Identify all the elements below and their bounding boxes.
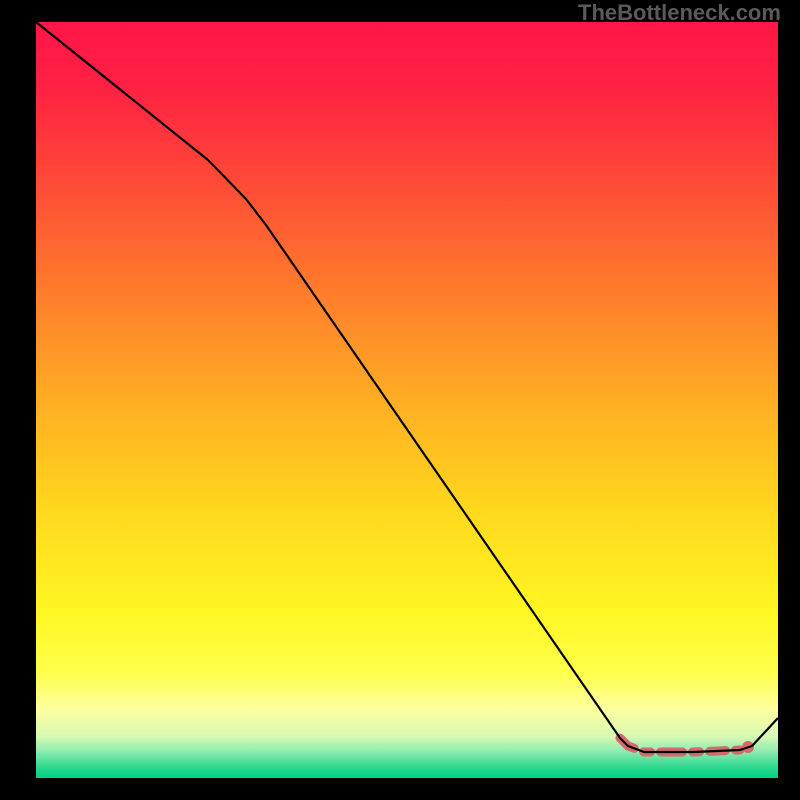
- watermark-text: TheBottleneck.com: [578, 0, 781, 26]
- chart-background-gradient: [36, 22, 778, 778]
- bottleneck-chart: TheBottleneck.com: [0, 0, 800, 800]
